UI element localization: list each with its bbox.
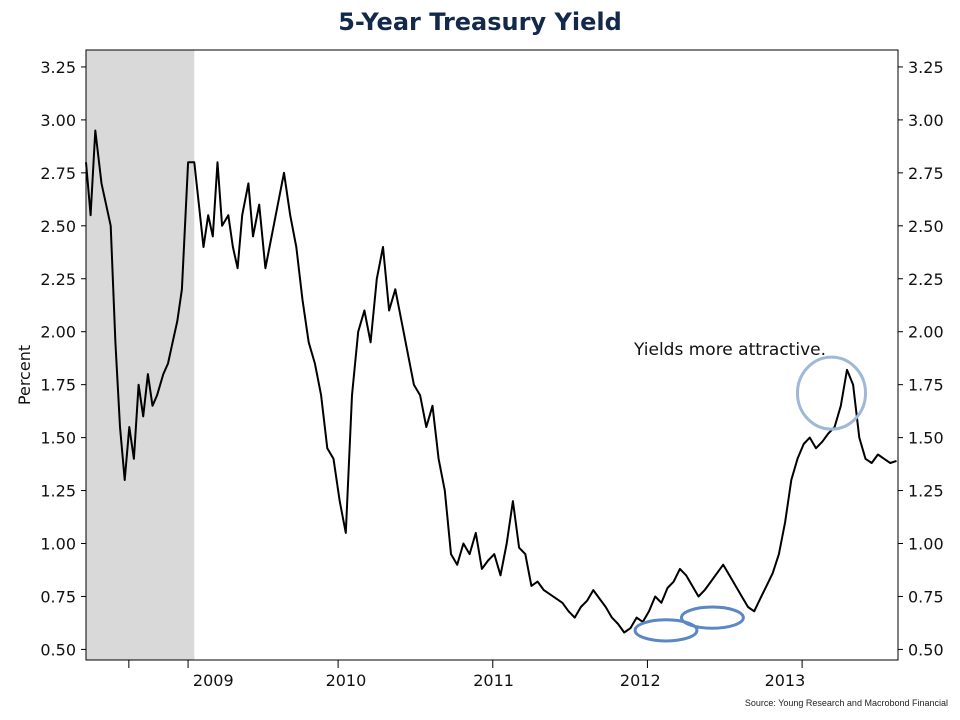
y-tick-label-right: 3.25 — [908, 58, 944, 77]
y-tick-label-left: 1.75 — [40, 376, 76, 395]
y-tick-label-left: 2.75 — [40, 164, 76, 183]
highlight-ellipse-2 — [679, 605, 745, 630]
y-tick-label-left: 2.25 — [40, 270, 76, 289]
y-tick-label-left: 0.50 — [40, 640, 76, 659]
y-tick-label-right: 2.25 — [908, 270, 944, 289]
y-tick-label-right: 1.25 — [908, 482, 944, 501]
y-tick-label-right: 0.50 — [908, 640, 944, 659]
x-tick-label: 2013 — [765, 671, 806, 690]
x-tick-label: 2011 — [473, 671, 514, 690]
y-tick-label-left: 1.25 — [40, 482, 76, 501]
y-tick-label-right: 1.75 — [908, 376, 944, 395]
y-axis-label: Percent — [15, 345, 34, 405]
annotation-text: Yields more attractive. — [633, 340, 826, 360]
y-tick-label-right: 3.00 — [908, 111, 944, 130]
plot-frame — [85, 49, 899, 661]
y-tick-label-left: 2.50 — [40, 217, 76, 236]
y-tick-label-right: 2.00 — [908, 323, 944, 342]
highlight-ellipse-1 — [633, 618, 699, 643]
y-tick-label-left: 2.00 — [40, 323, 76, 342]
x-tick-label: 2009 — [193, 671, 234, 690]
y-tick-label-left: 0.75 — [40, 587, 76, 606]
recession-shading-layer — [86, 50, 195, 660]
x-tick-label: 2010 — [326, 671, 367, 690]
highlight-layer — [633, 355, 868, 643]
y-tick-label-right: 1.00 — [908, 535, 944, 554]
y-tick-label-left: 1.00 — [40, 535, 76, 554]
y-tick-label-right: 2.75 — [908, 164, 944, 183]
x-tick-label: 2012 — [620, 671, 661, 690]
highlight-ellipse-0 — [795, 355, 868, 431]
y-tick-label-left: 3.00 — [40, 111, 76, 130]
y-tick-label-left: 3.25 — [40, 58, 76, 77]
series-line-0 — [85, 129, 897, 634]
y-tick-label-right: 1.50 — [908, 429, 944, 448]
chart-title: 5-Year Treasury Yield — [338, 8, 622, 36]
y-tick-label-left: 1.50 — [40, 429, 76, 448]
source-note: Source: Young Research and Macrobond Fin… — [744, 698, 948, 708]
y-tick-label-right: 0.75 — [908, 587, 944, 606]
recession-band — [86, 50, 195, 660]
y-tick-label-right: 2.50 — [908, 217, 944, 236]
series-layer — [85, 129, 897, 634]
axis-layer: 0.50 0.50 0.75 0.75 1.00 1.00 1.25 1.25 1.50 1.50… — [40, 49, 944, 690]
